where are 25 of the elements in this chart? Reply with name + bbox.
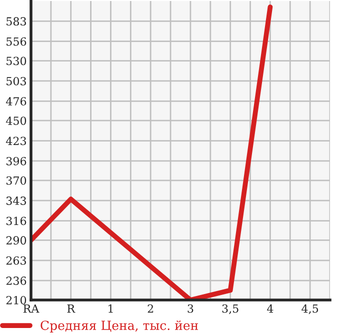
y-tick-label: 263 [6, 256, 26, 265]
x-tick-label: 3 [188, 304, 194, 313]
legend-label: Средняя Цена, тыс. йен [40, 320, 198, 332]
y-tick-label: 236 [6, 276, 26, 285]
y-tick-label: 316 [6, 216, 26, 226]
y-tick-label: 423 [6, 136, 26, 146]
y-tick-label: 370 [6, 176, 26, 185]
y-tick-label: 450 [6, 116, 26, 125]
x-tick-label: 2 [148, 304, 154, 313]
y-tick-label: 210 [6, 296, 26, 304]
y-tick-label: 503 [6, 76, 26, 86]
y-tick-label: 556 [6, 37, 26, 46]
line-series [31, 4, 273, 300]
x-tick-label: RA [23, 304, 40, 313]
y-tick-label: 530 [6, 56, 26, 66]
y-tick-label: 583 [6, 17, 26, 26]
y-tick-label: 343 [6, 196, 26, 205]
x-tick-label: 3,5 [222, 304, 238, 314]
x-tick-label: R [67, 304, 76, 313]
x-tick-label: 4 [267, 304, 274, 313]
y-tick-label: 396 [6, 156, 26, 166]
y-tick-label: 290 [6, 236, 26, 245]
y-tick-label: 476 [6, 97, 26, 106]
x-tick-label: 4,5 [302, 304, 318, 314]
x-tick-label: 1 [108, 304, 113, 313]
